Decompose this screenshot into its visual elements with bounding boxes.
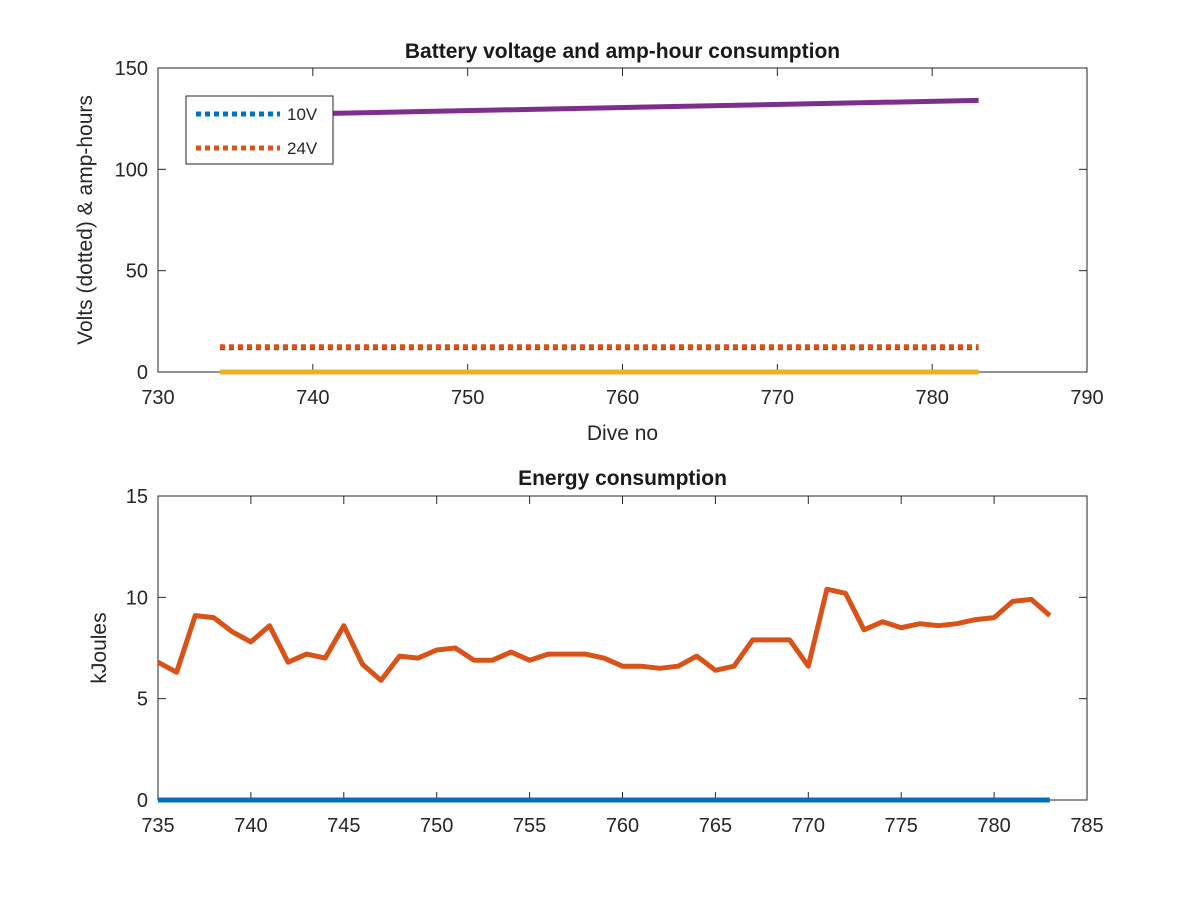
- y-tick-label: 150: [115, 58, 148, 80]
- x-tick-label: 790: [1070, 387, 1103, 409]
- y-tick-label: 0: [137, 790, 148, 812]
- y-tick-label: 0: [137, 362, 148, 384]
- x-tick-label: 755: [513, 815, 546, 837]
- plot-area: [157, 495, 1088, 801]
- x-axis-label: Dive no: [587, 422, 658, 445]
- legend-label-10v: 10V: [287, 105, 318, 124]
- series-line-1: [156, 586, 1052, 683]
- series-line-3: [219, 97, 979, 119]
- x-tick-label: 780: [915, 387, 948, 409]
- legend-box: [185, 95, 334, 165]
- y-tick-label: 10: [126, 587, 148, 609]
- x-tick-label: 770: [761, 387, 794, 409]
- y-tick-label: 5: [137, 689, 148, 711]
- battery-voltage-axes: 730 740 750 760 770 780 790 0 50 100 150 Battery vo…: [74, 40, 1104, 445]
- legend-label-24v: 24V: [287, 139, 318, 158]
- chart-title: Energy consumption: [518, 467, 727, 490]
- energy-consumption-axes: 735 740 745 750 755 760 765 770 775 780 785 0 5 10 15 E…: [88, 467, 1104, 837]
- x-tick-label: 760: [606, 387, 639, 409]
- x-tick-label: 730: [141, 387, 174, 409]
- x-tick-label: 765: [699, 815, 732, 837]
- y-axis-label: kJoules: [88, 612, 111, 683]
- x-tick-label: 770: [792, 815, 825, 837]
- x-tick-label: 750: [420, 815, 453, 837]
- x-tick-label: 745: [327, 815, 360, 837]
- x-tick-label: 740: [234, 815, 267, 837]
- x-tick-label: 775: [885, 815, 918, 837]
- chart-title: Battery voltage and amp-hour consumption: [405, 40, 840, 63]
- y-tick-label: 100: [115, 159, 148, 181]
- x-tick-label: 785: [1070, 815, 1103, 837]
- y-tick-label: 15: [126, 486, 148, 508]
- x-tick-label: 735: [141, 815, 174, 837]
- x-tick-label: 780: [977, 815, 1010, 837]
- y-tick-label: 50: [126, 261, 148, 283]
- x-tick-label: 750: [451, 387, 484, 409]
- y-axis-label: Volts (dotted) & amp-hours: [74, 95, 97, 345]
- x-tick-label: 740: [296, 387, 329, 409]
- x-tick-label: 760: [606, 815, 639, 837]
